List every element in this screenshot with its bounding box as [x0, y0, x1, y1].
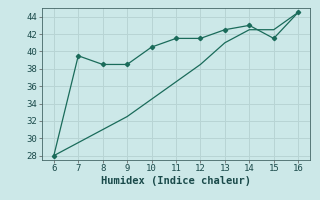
X-axis label: Humidex (Indice chaleur): Humidex (Indice chaleur): [101, 176, 251, 186]
